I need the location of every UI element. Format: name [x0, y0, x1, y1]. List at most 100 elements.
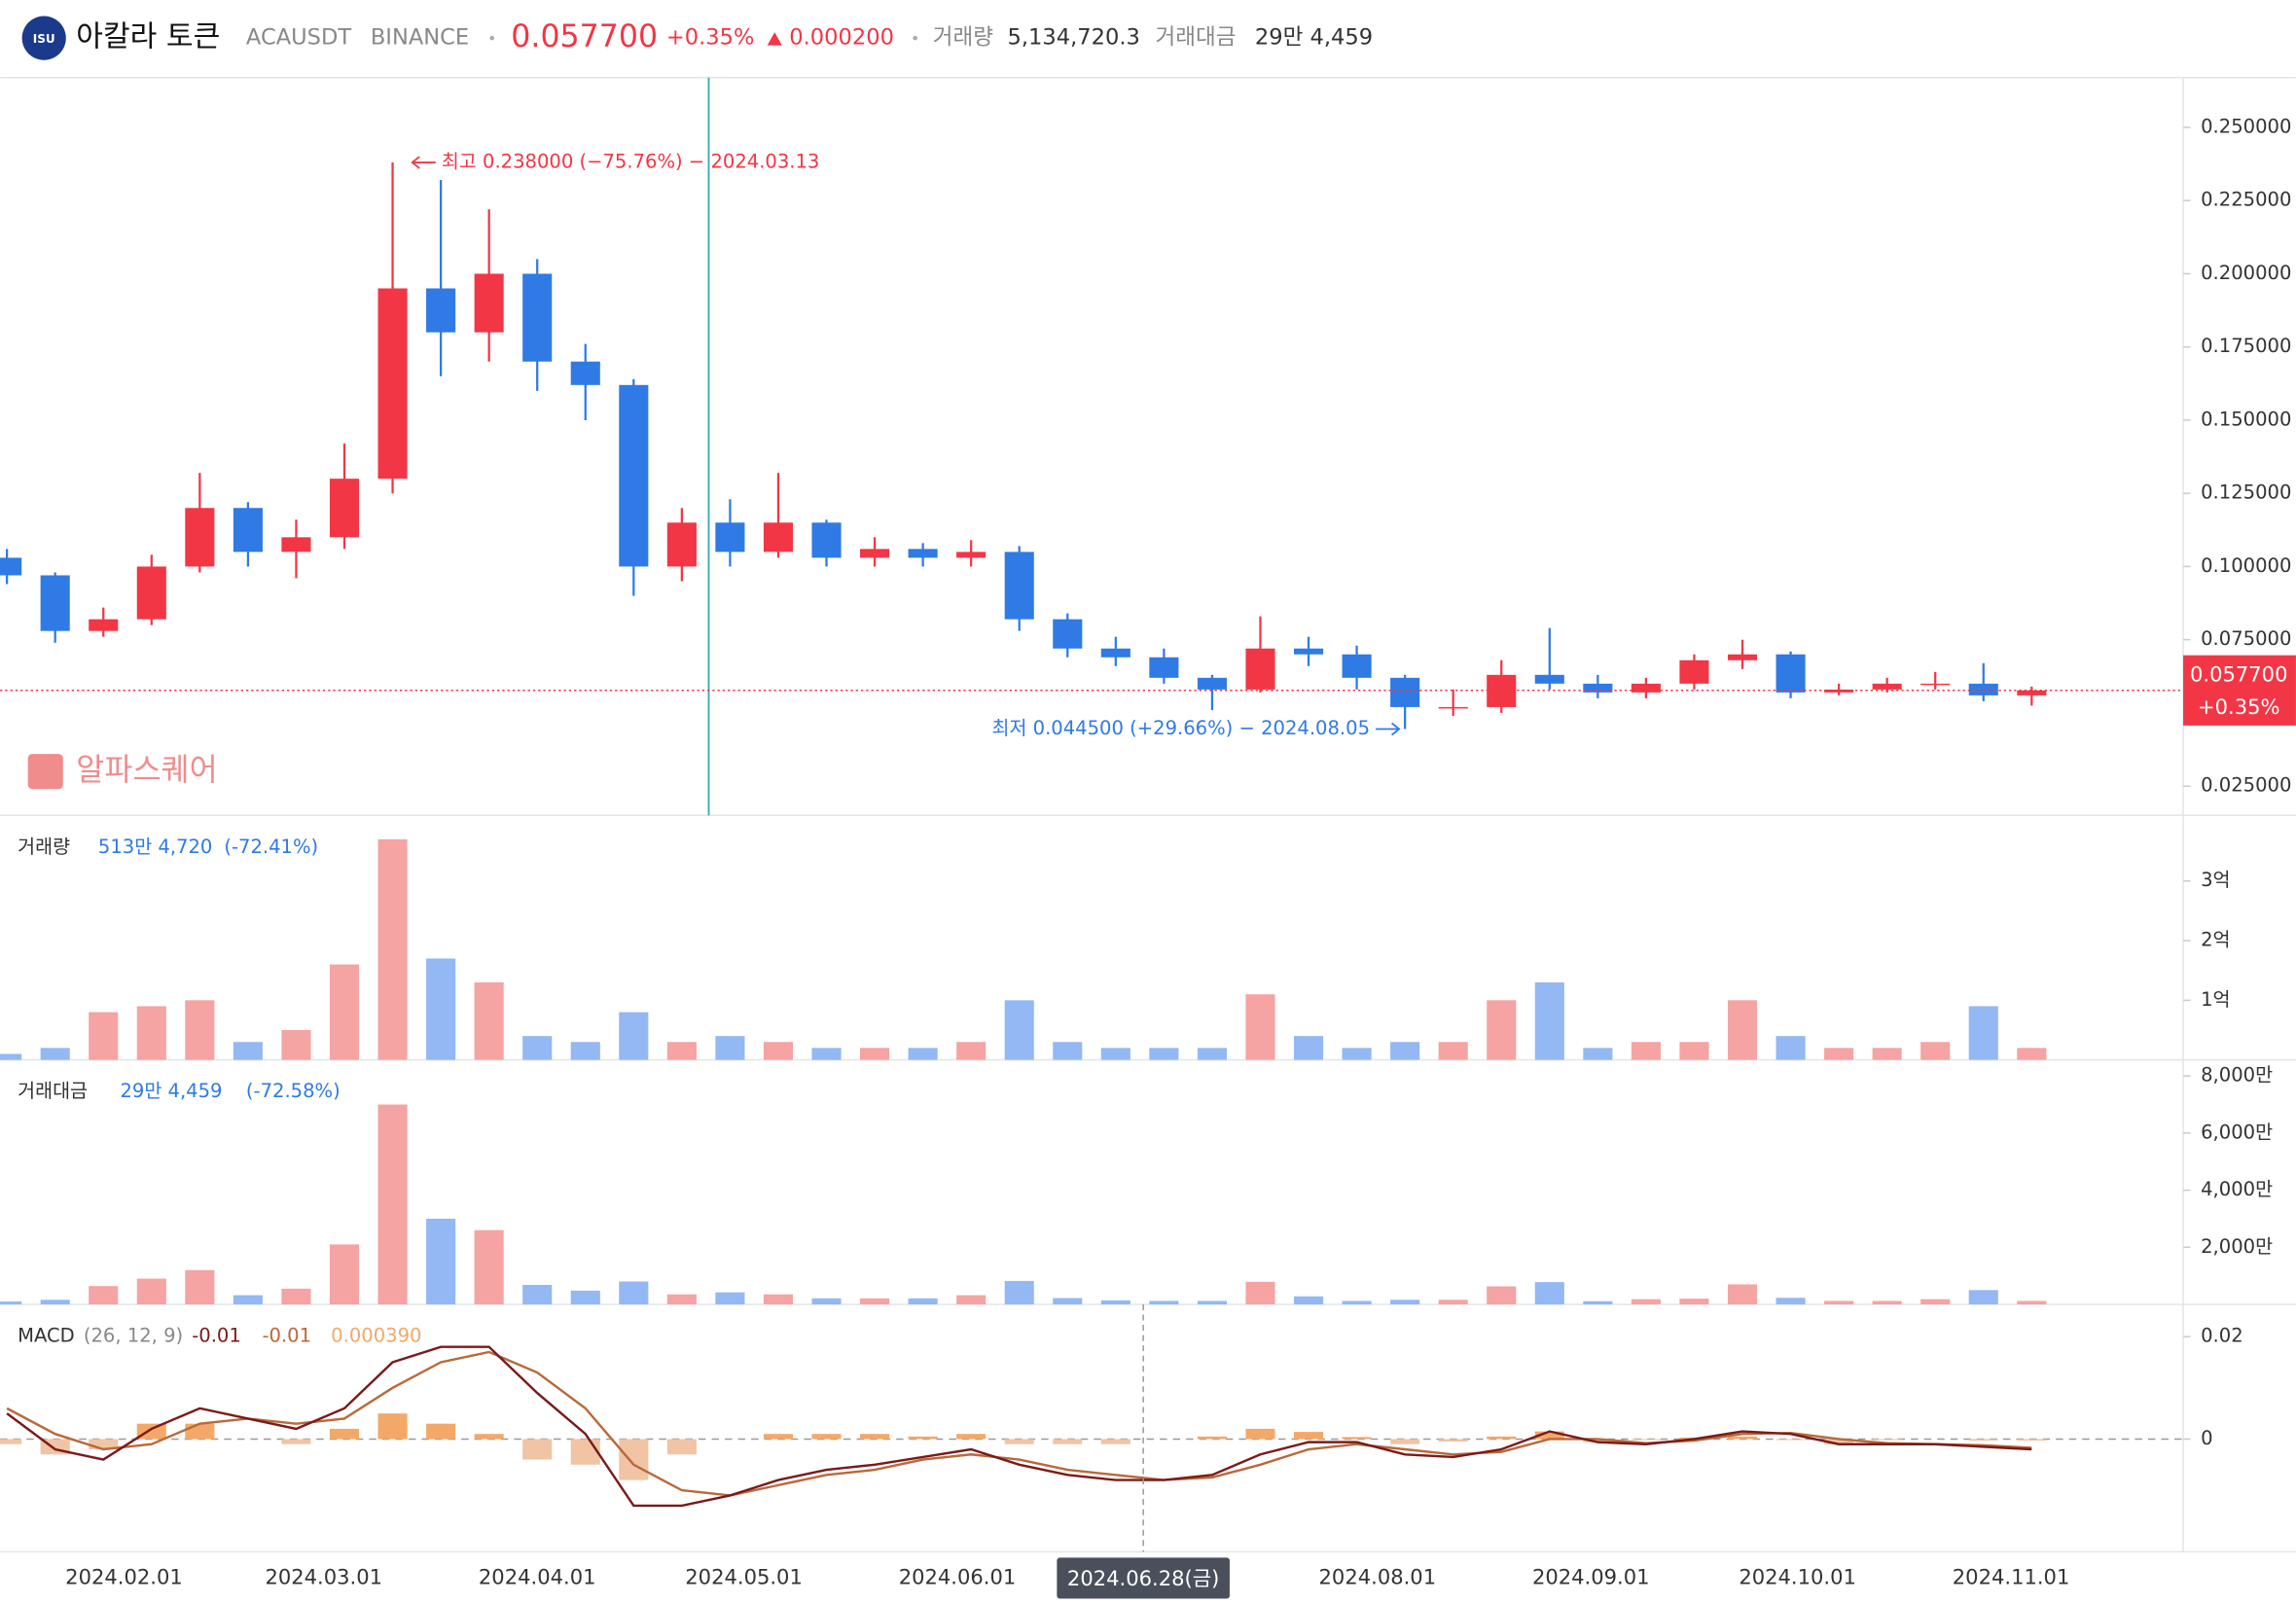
y-tick-label: 0.02 — [2201, 1325, 2243, 1347]
candle-body — [185, 508, 215, 567]
volume-bar — [136, 1006, 166, 1060]
y-tick-label: 0 — [2201, 1427, 2212, 1449]
y-tick-label: 0.200000 — [2201, 262, 2291, 284]
histogram-bar — [1004, 1439, 1034, 1444]
candle-body — [1100, 648, 1130, 658]
x-tick-label: 2024.10.01 — [1739, 1564, 1856, 1588]
volume-bar — [1342, 1300, 1372, 1304]
candle-body — [40, 575, 70, 631]
panel-readout: 513만 4,720 — [98, 836, 212, 858]
candle-body — [956, 552, 987, 558]
volume-bar — [1727, 1000, 1758, 1060]
histogram-bar — [1053, 1439, 1083, 1444]
histogram-bar — [1245, 1428, 1275, 1440]
annotation: 최고 0.238000 (−75.76%) − 2024.03.13 — [442, 151, 820, 173]
volume-bar — [570, 1290, 600, 1304]
x-tick-label: 2024.09.01 — [1532, 1564, 1650, 1588]
candle-body — [860, 549, 890, 558]
volume-bar — [136, 1278, 166, 1304]
annotation-arrowhead — [1391, 722, 1401, 736]
volume-bar — [0, 1053, 22, 1060]
histogram-bar — [426, 1423, 456, 1440]
volume-bar — [89, 1012, 119, 1060]
histogram-bar — [1342, 1437, 1372, 1440]
panel-readout: -0.01 — [192, 1325, 241, 1347]
volume-bar — [1197, 1048, 1227, 1060]
volume-bar — [1245, 994, 1275, 1060]
candle-body — [1004, 552, 1034, 620]
volume-bar — [811, 1048, 842, 1060]
volume-bar — [1100, 1048, 1130, 1060]
volume-bar — [1872, 1048, 1902, 1060]
y-tick-label: 0.100000 — [2201, 554, 2291, 577]
up-triangle — [767, 32, 782, 46]
histogram-bar — [1390, 1439, 1420, 1444]
candle-body — [1245, 648, 1275, 690]
panel-change: (-72.58%) — [246, 1080, 341, 1102]
volume-bar — [1293, 1296, 1324, 1304]
histogram-bar — [570, 1439, 600, 1465]
change-abs: 0.000200 — [789, 25, 894, 51]
volume-bar — [1487, 1000, 1517, 1060]
y-tick-label: 6,000만 — [2201, 1121, 2273, 1143]
candle-body — [1920, 683, 1951, 686]
histogram-bar — [474, 1434, 504, 1440]
histogram-bar — [811, 1434, 842, 1440]
candle-body — [1053, 619, 1083, 649]
candle-body — [1293, 648, 1324, 655]
volume-bar — [233, 1042, 263, 1060]
volume-bar — [1390, 1300, 1420, 1304]
volume-bar — [1727, 1284, 1758, 1304]
x-tick-label: 2024.08.01 — [1319, 1564, 1437, 1588]
volume-bar — [474, 1229, 504, 1304]
volume-bar — [281, 1288, 311, 1304]
volume-bar — [619, 1281, 649, 1304]
volume-bar — [377, 838, 408, 1060]
volume-bar — [1100, 1300, 1130, 1304]
panel-readout: -0.01 — [262, 1325, 311, 1347]
histogram-bar — [185, 1423, 215, 1440]
candle-body — [136, 566, 166, 620]
volume-bar — [233, 1295, 263, 1304]
candle-body — [908, 549, 938, 558]
volume-bar — [715, 1036, 745, 1060]
candle-body — [474, 273, 504, 333]
volume-bar — [2017, 1300, 2047, 1304]
y-tick-label: 8,000만 — [2201, 1064, 2273, 1086]
volume-bar — [1149, 1048, 1179, 1060]
macd-line — [6, 1350, 2032, 1497]
volume-bar — [1342, 1048, 1372, 1060]
volume-bar — [329, 964, 360, 1060]
volume-bar — [1004, 1000, 1034, 1060]
histogram-bar — [1776, 1439, 1806, 1441]
x-tick-label: 2024.04.01 — [479, 1564, 596, 1588]
histogram-bar — [1727, 1436, 1758, 1440]
histogram-bar — [1487, 1436, 1517, 1440]
volume-bar — [860, 1048, 890, 1060]
candle-body — [1438, 706, 1468, 709]
logo-text: ISU — [33, 32, 55, 46]
candle-body — [1342, 654, 1372, 678]
volume-bar — [522, 1036, 553, 1060]
candle-body — [281, 537, 311, 552]
y-tick-label: 0.150000 — [2201, 408, 2291, 430]
volume-bar — [908, 1048, 938, 1060]
panel-params: (26, 12, 9) — [84, 1325, 183, 1347]
annotation: 최저 0.044500 (+29.66%) − 2024.08.05 — [991, 717, 1370, 739]
volume-bar — [1583, 1048, 1613, 1060]
volume-bar — [426, 958, 456, 1060]
exchange: BINANCE — [371, 25, 469, 51]
volume-bar — [666, 1294, 697, 1304]
candle-body — [0, 557, 22, 576]
panel-title: 거래량 — [18, 836, 70, 858]
dot — [913, 35, 917, 41]
histogram-bar — [522, 1439, 553, 1460]
histogram-bar — [2017, 1439, 2047, 1442]
histogram-bar — [1438, 1439, 1468, 1443]
y-tick-label: 0.075000 — [2201, 627, 2291, 650]
volume-bar — [89, 1286, 119, 1304]
price-box — [2183, 655, 2296, 726]
volume-bar — [1487, 1286, 1517, 1304]
volume-bar — [40, 1048, 70, 1060]
